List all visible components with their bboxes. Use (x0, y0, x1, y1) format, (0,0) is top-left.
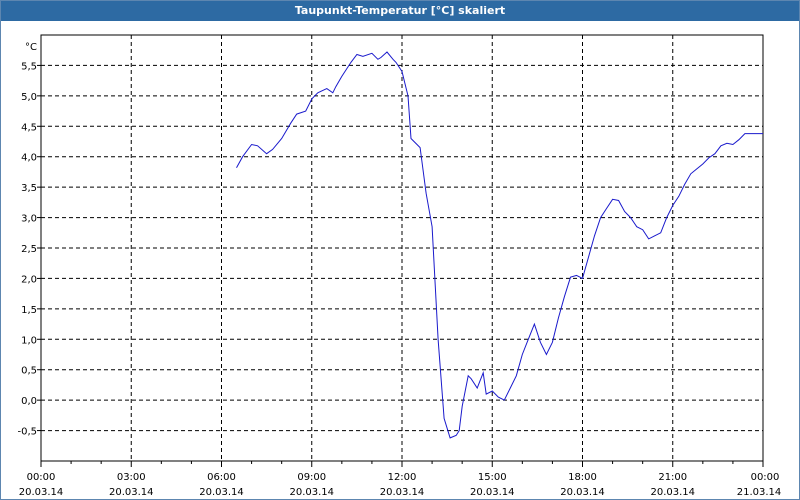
y-tick-label: 5,0 (21, 92, 37, 103)
x-tick-date-label: 20.03.14 (560, 487, 605, 498)
y-tick-label: 4,5 (21, 122, 37, 133)
y-tick-label: 1,0 (21, 335, 37, 346)
x-tick-date-label: 20.03.14 (199, 487, 244, 498)
y-tick-label: 0,5 (21, 366, 37, 377)
x-tick-date-label: 20.03.14 (289, 487, 334, 498)
x-tick-date-label: 20.03.14 (19, 487, 64, 498)
x-tick-time-label: 18:00 (568, 472, 597, 483)
y-axis-unit-label: °C (25, 42, 37, 53)
x-tick-time-label: 06:00 (207, 472, 236, 483)
x-tick-time-label: 00:00 (27, 472, 56, 483)
x-tick-time-label: 21:00 (658, 472, 687, 483)
chart-title: Taupunkt-Temperatur [°C] skaliert (1, 1, 799, 21)
x-tick-time-label: 12:00 (388, 472, 417, 483)
y-tick-label: 4,0 (21, 153, 37, 164)
x-tick-date-label: 20.03.14 (380, 487, 425, 498)
y-tick-label: 2,0 (21, 274, 37, 285)
y-tick-label: -0,5 (17, 427, 37, 438)
y-tick-label: 5,5 (21, 61, 37, 72)
x-tick-date-label: 20.03.14 (650, 487, 695, 498)
x-tick-date-label: 21.03.14 (737, 487, 782, 498)
x-tick-date-label: 20.03.14 (470, 487, 515, 498)
y-tick-label: 0,0 (21, 396, 37, 407)
x-tick-time-label: 15:00 (478, 472, 507, 483)
plot-border (40, 34, 764, 462)
y-tick-label: 3,5 (21, 183, 37, 194)
series-line (236, 51, 763, 439)
y-tick-label: 3,0 (21, 214, 37, 225)
y-tick-label: 1,5 (21, 305, 37, 316)
x-tick-time-label: 00:00 (751, 472, 780, 483)
x-tick-time-label: 09:00 (297, 472, 326, 483)
x-tick-date-label: 20.03.14 (109, 487, 154, 498)
x-tick-time-label: 03:00 (117, 472, 146, 483)
y-tick-label: 2,5 (21, 244, 37, 255)
